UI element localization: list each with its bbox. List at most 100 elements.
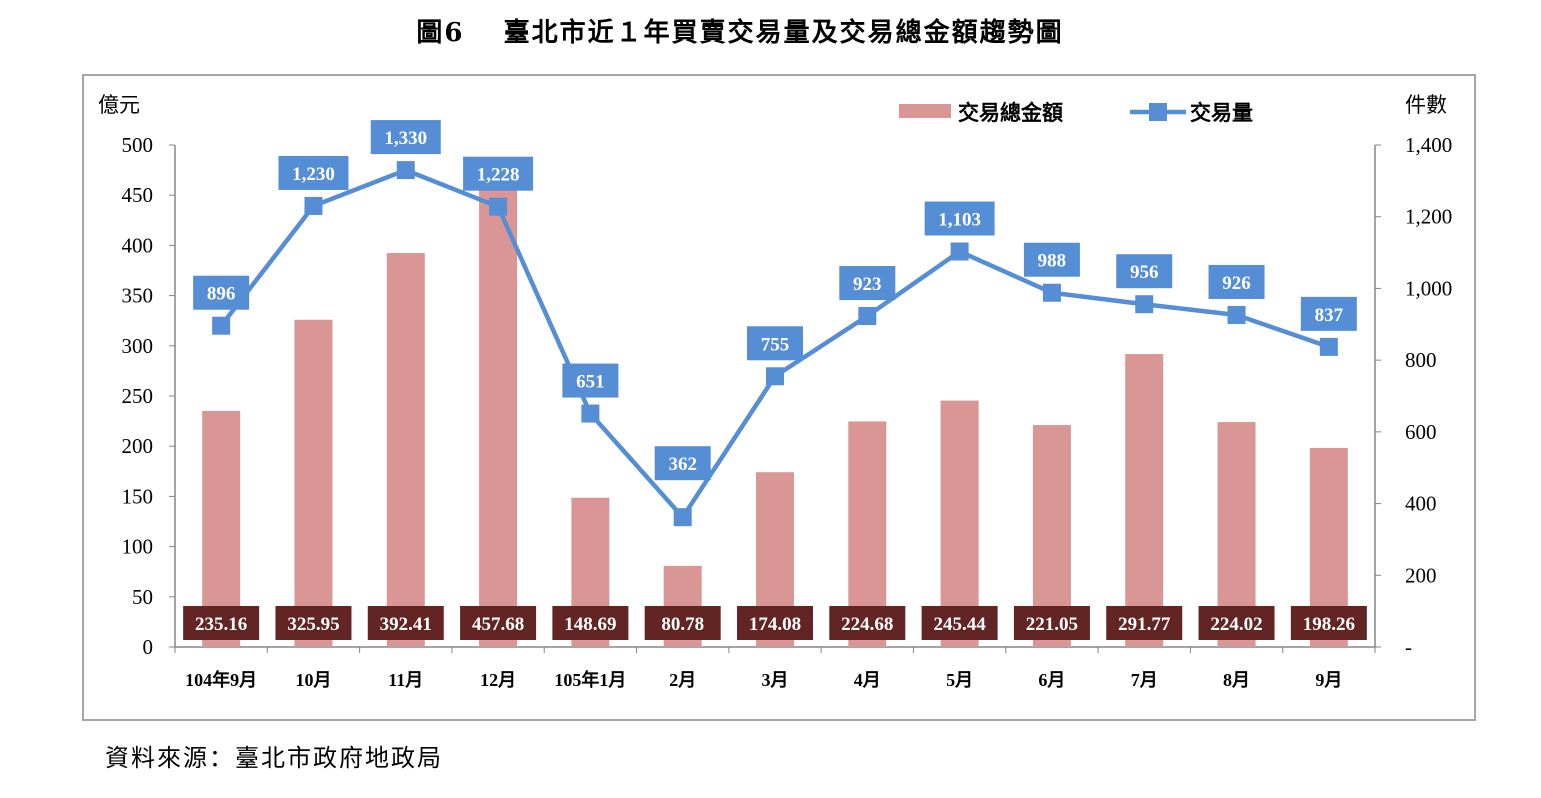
x-tick-label: 10月 <box>295 670 331 690</box>
left-tick-label: 100 <box>122 535 154 559</box>
line-marker <box>673 508 692 527</box>
legend-bar-label: 交易總金額 <box>958 101 1063 125</box>
x-tick-label: 105年1月 <box>554 669 626 690</box>
line-data-label-bg <box>839 266 896 301</box>
bar-data-label: 198.26 <box>1303 614 1355 635</box>
left-tick-label: 50 <box>132 585 153 609</box>
bar-data-label: 291.77 <box>1118 614 1171 635</box>
line-data-label-bg <box>562 363 619 398</box>
right-tick-label: - <box>1405 635 1412 659</box>
x-tick-label: 6月 <box>1038 670 1065 690</box>
bar-data-label-bg <box>1013 606 1090 640</box>
bar-data-label: 325.95 <box>287 614 339 635</box>
bar-data-label-bg <box>1198 606 1275 640</box>
left-tick-label: 200 <box>122 434 154 458</box>
line-marker <box>766 367 784 386</box>
line-marker <box>950 242 969 261</box>
left-tick-label: 250 <box>122 384 154 408</box>
line-data-label-bg <box>463 156 534 191</box>
line-data-label: 926 <box>1222 273 1251 294</box>
line-marker <box>396 161 415 180</box>
left-tick-label: 450 <box>122 183 154 207</box>
line-marker <box>1227 305 1246 324</box>
left-tick-label: 500 <box>122 133 154 157</box>
bar-data-label-bg <box>275 606 352 640</box>
right-tick-label: 1,000 <box>1405 276 1452 300</box>
x-tick-label: 5月 <box>946 670 973 690</box>
line-data-label: 837 <box>1315 305 1344 326</box>
left-tick-label: 150 <box>122 484 154 508</box>
left-axis-label: 億元 <box>98 93 140 117</box>
x-tick-label: 7月 <box>1131 670 1158 690</box>
line-data-label-bg <box>924 201 995 236</box>
bar-data-label-bg <box>921 606 998 640</box>
line-data-label: 896 <box>207 284 236 305</box>
line-data-label: 1,230 <box>292 164 335 185</box>
left-tick-label: 300 <box>122 334 154 358</box>
x-tick-label: 11月 <box>388 670 423 690</box>
x-tick-label: 12月 <box>480 670 516 690</box>
line-marker <box>858 307 877 326</box>
line-marker <box>1042 283 1061 302</box>
line-marker <box>304 196 323 215</box>
line-marker <box>1135 295 1154 314</box>
bar-交易總金額 <box>386 253 425 647</box>
bar-交易總金額 <box>1125 354 1164 647</box>
bar-data-label: 174.08 <box>749 614 801 635</box>
x-tick-label: 9月 <box>1315 670 1342 690</box>
left-tick-label: 0 <box>143 635 154 659</box>
line-data-label: 1,103 <box>938 209 981 230</box>
bar-data-label-bg <box>644 606 721 640</box>
right-tick-label: 200 <box>1405 563 1437 587</box>
right-tick-label: 1,400 <box>1405 133 1452 157</box>
legend-line-marker <box>1149 103 1167 121</box>
source-note: 資料來源：臺北市政府地政局 <box>105 744 443 772</box>
bar-data-label-bg <box>460 606 537 640</box>
line-data-label-bg <box>278 155 349 190</box>
right-tick-label: 800 <box>1405 348 1437 372</box>
x-tick-label: 8月 <box>1223 670 1250 690</box>
legend-bar-swatch <box>899 104 951 118</box>
bar-data-label: 224.68 <box>841 614 893 635</box>
x-tick-label: 104年9月 <box>185 669 257 690</box>
line-data-label-bg <box>193 275 250 310</box>
line-marker <box>489 197 508 216</box>
line-data-label: 1,330 <box>384 128 427 149</box>
line-data-label: 362 <box>668 454 697 475</box>
left-tick-label: 350 <box>122 284 154 308</box>
bar-data-label: 221.05 <box>1026 614 1078 635</box>
bar-data-label-bg <box>829 606 906 640</box>
bar-data-label-bg <box>183 606 260 640</box>
line-data-label: 923 <box>853 274 882 295</box>
bar-data-label: 224.02 <box>1210 614 1262 635</box>
bar-data-label: 235.16 <box>195 614 247 635</box>
bar-data-label: 245.44 <box>933 614 986 635</box>
line-data-label-bg <box>747 326 803 361</box>
bar-data-label-bg <box>552 606 629 640</box>
line-data-label: 1,228 <box>477 165 520 186</box>
line-data-label-bg <box>654 446 711 481</box>
right-tick-label: 400 <box>1405 492 1437 516</box>
bar-data-label-bg <box>1106 606 1183 640</box>
bar-data-label: 457.68 <box>472 614 524 635</box>
line-data-label-bg <box>1023 242 1080 277</box>
legend-line-label: 交易量 <box>1190 101 1253 125</box>
line-data-label-bg <box>1116 254 1173 289</box>
bar-data-label: 80.78 <box>661 614 704 635</box>
x-tick-label: 3月 <box>762 670 789 690</box>
chart-title: 圖6 臺北市近１年買賣交易量及交易總金額趨勢圖 <box>416 18 1064 48</box>
bar-交易總金額 <box>294 319 333 647</box>
x-tick-label: 2月 <box>669 670 696 690</box>
line-data-label: 651 <box>576 372 605 393</box>
line-marker <box>581 404 600 423</box>
bar-data-label-bg <box>737 606 813 640</box>
line-data-label: 988 <box>1038 251 1067 272</box>
x-tick-label: 4月 <box>854 670 881 690</box>
bar-交易總金額 <box>940 400 979 647</box>
bar-data-label-bg <box>367 606 444 640</box>
line-marker <box>1319 337 1338 356</box>
right-tick-label: 1,200 <box>1405 205 1452 229</box>
line-data-label-bg <box>370 120 441 155</box>
right-axis-label: 件數 <box>1405 93 1447 117</box>
line-data-label-bg <box>1208 264 1265 299</box>
